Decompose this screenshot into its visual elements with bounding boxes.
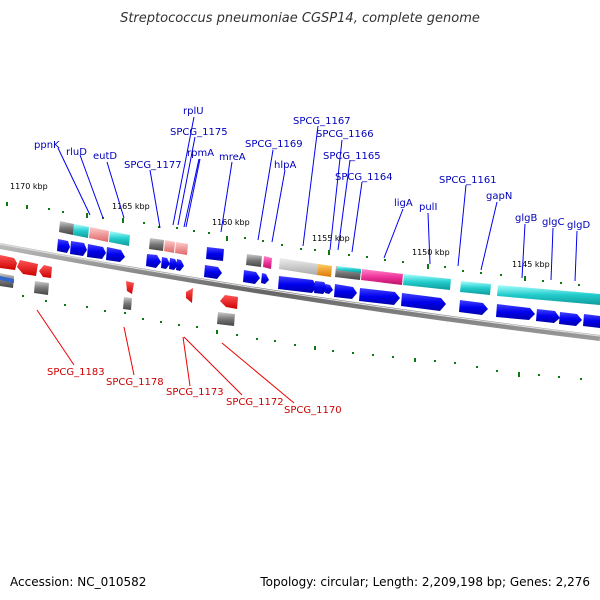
gene-label-spcg-1169[interactable]: SPCG_1169 — [245, 139, 303, 150]
cog-block — [460, 281, 491, 295]
genome-backbone-highlight — [0, 243, 600, 337]
forward-cds — [146, 254, 161, 268]
forward-cds — [106, 247, 125, 262]
reverse-cog — [123, 297, 132, 310]
cog-block — [246, 254, 262, 267]
genome-backbone — [0, 243, 600, 341]
cog-block — [175, 242, 188, 255]
gene-label-spcg-1172[interactable]: SPCG_1172 — [226, 397, 284, 408]
map-title: Streptococcus pneumoniae CGSP14, complet… — [120, 11, 480, 26]
tick-label-1160: 1160 kbp — [212, 218, 250, 227]
reverse-cds — [0, 255, 17, 270]
forward-cds — [536, 309, 560, 323]
gene-label-spcg-1166[interactable]: SPCG_1166 — [316, 129, 374, 140]
reverse-label-connectors — [36, 309, 295, 404]
gene-label-glgB[interactable]: glgB — [515, 213, 537, 224]
gene-label-eutD[interactable]: eutD — [93, 151, 117, 162]
reverse-cds — [17, 260, 38, 276]
gene-label-spcg-1183[interactable]: SPCG_1183 — [47, 367, 105, 378]
reverse-labels: SPCG_1183 SPCG_1178 SPCG_1173 SPCG_1172 … — [47, 367, 342, 416]
cog-block — [109, 231, 130, 246]
reverse-cog — [34, 281, 49, 295]
gene-label-mreA[interactable]: mreA — [219, 152, 246, 163]
forward-cds-track — [57, 239, 600, 328]
gene-label-spcg-1164[interactable]: SPCG_1164 — [335, 172, 393, 183]
gene-label-gapN[interactable]: gapN — [486, 191, 512, 202]
cog-block — [337, 266, 361, 273]
cog-block — [361, 269, 403, 285]
forward-cds — [325, 284, 333, 294]
gene-label-glgD[interactable]: glgD — [567, 220, 590, 231]
forward-cds — [401, 293, 446, 311]
cog-block — [497, 285, 600, 305]
forward-cds — [583, 314, 600, 328]
gene-label-rpmA[interactable]: rpmA — [187, 148, 214, 159]
gene-label-ligA[interactable]: ligA — [394, 198, 413, 209]
forward-cds — [243, 270, 260, 284]
forward-cds — [559, 312, 582, 326]
forward-cds — [87, 244, 106, 259]
reverse-cds-track — [0, 255, 238, 326]
gene-label-hlpA[interactable]: hlpA — [274, 160, 296, 171]
forward-cds — [204, 265, 222, 279]
cog-block — [317, 264, 332, 277]
tick-label-1145: 1145 kbp — [512, 260, 550, 269]
forward-cds — [261, 273, 269, 284]
forward-cds — [496, 304, 535, 320]
cog-block — [73, 224, 89, 238]
gene-label-spcg-1170[interactable]: SPCG_1170 — [284, 405, 342, 416]
reverse-cds — [186, 288, 193, 303]
cog-block — [89, 227, 109, 242]
cog-block — [149, 238, 164, 251]
forward-cds — [176, 259, 184, 271]
cog-block — [403, 274, 451, 290]
forward-cds — [206, 247, 224, 261]
forward-cds — [57, 239, 70, 253]
reverse-cog — [217, 312, 235, 326]
gene-label-spcg-1161[interactable]: SPCG_1161 — [439, 175, 497, 186]
outer-tick-ring — [6, 202, 580, 286]
cog-ring — [59, 221, 600, 305]
tick-label-1150: 1150 kbp — [412, 248, 450, 257]
gene-label-rluD[interactable]: rluD — [66, 147, 87, 158]
reverse-cds — [126, 281, 134, 294]
gene-label-spcg-1175[interactable]: SPCG_1175 — [170, 127, 228, 138]
genome-summary-text: Topology: circular; Length: 2,209,198 bp… — [259, 575, 590, 589]
cog-block — [279, 258, 318, 275]
reverse-cog — [0, 276, 14, 283]
reverse-cds — [39, 265, 52, 278]
forward-cds — [359, 288, 400, 305]
gene-label-spcg-1167[interactable]: SPCG_1167 — [293, 116, 351, 127]
tick-label-1170: 1170 kbp — [10, 182, 48, 191]
forward-label-connectors — [57, 116, 578, 282]
gene-label-glgC[interactable]: glgC — [542, 217, 564, 228]
gene-label-rplU[interactable]: rplU — [183, 106, 204, 117]
forward-labels: ppnK rluD eutD SPCG_1177 rplU SPCG_1175 … — [34, 106, 590, 231]
cog-block — [263, 256, 272, 269]
forward-cds — [161, 257, 170, 269]
gene-label-spcg-1165[interactable]: SPCG_1165 — [323, 151, 381, 162]
forward-cds — [70, 241, 87, 256]
gene-label-ppnK[interactable]: ppnK — [34, 140, 60, 151]
cog-block — [59, 221, 74, 235]
forward-cds — [314, 281, 328, 294]
gene-label-spcg-1178[interactable]: SPCG_1178 — [106, 377, 164, 388]
gene-label-spcg-1173[interactable]: SPCG_1173 — [166, 387, 224, 398]
forward-cds — [334, 284, 357, 299]
tick-label-1165: 1165 kbp — [112, 202, 150, 211]
gene-label-pulI[interactable]: pulI — [419, 202, 437, 213]
accession-text: Accession: NC_010582 — [10, 575, 146, 589]
cog-block — [164, 240, 175, 253]
gene-label-spcg-1177[interactable]: SPCG_1177 — [124, 160, 182, 171]
forward-cds — [459, 300, 488, 315]
reverse-cds — [220, 295, 238, 309]
inner-tick-ring — [22, 295, 582, 380]
forward-cds — [278, 276, 317, 293]
forward-cds — [169, 258, 178, 270]
